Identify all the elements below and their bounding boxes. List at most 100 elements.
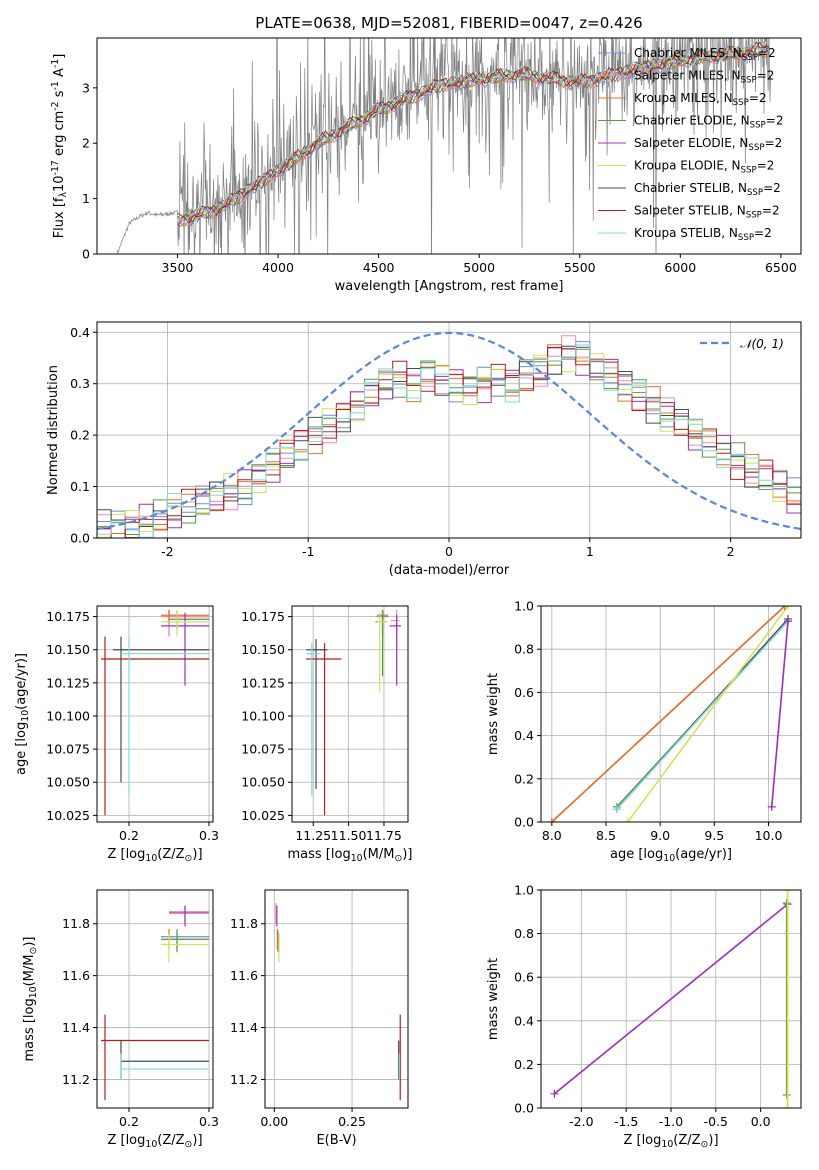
text-span: mass weight bbox=[486, 673, 501, 755]
text-span: Kroupa ELODIE, N bbox=[634, 159, 741, 173]
y-tick-label: 0 bbox=[82, 247, 90, 262]
y-tick-label: 0.8 bbox=[514, 642, 534, 657]
mass-weight-line bbox=[627, 606, 789, 822]
x-tick-label: 0.2 bbox=[119, 1114, 139, 1129]
axes-frame bbox=[96, 37, 802, 255]
x-tick-label: 0.2 bbox=[119, 828, 139, 843]
y-tick-label: 10.050 bbox=[241, 775, 285, 790]
text-span: 10 bbox=[20, 710, 31, 722]
y-tick-label: 0.8 bbox=[514, 926, 534, 941]
x-tick-label: -1 bbox=[302, 544, 314, 559]
y-tick-label: 10.150 bbox=[46, 642, 90, 657]
x-tick-label: 6000 bbox=[664, 260, 696, 275]
mass-weight-marker bbox=[550, 1089, 559, 1098]
y-tick-label: 0.3 bbox=[70, 376, 90, 391]
y-tick-label: 10.100 bbox=[46, 708, 90, 723]
x-tick-label: 4500 bbox=[363, 260, 395, 275]
text-span: (M/M bbox=[22, 955, 37, 987]
y-tick-label: 0.2 bbox=[70, 428, 90, 443]
text-span: Salpeter STELIB, N bbox=[634, 204, 746, 218]
text-span: 10 bbox=[145, 853, 157, 864]
text-span: 10 bbox=[145, 1139, 157, 1150]
text-span: Z [log bbox=[623, 1133, 661, 1148]
normal-distribution-curve bbox=[97, 331, 801, 531]
text-span: )] bbox=[192, 847, 202, 862]
y-tick-label: 0.0 bbox=[70, 531, 90, 546]
legend-label: 𝒩(0, 1) bbox=[740, 337, 784, 351]
text-span: (Z/Z bbox=[157, 1133, 184, 1148]
y-tick-label: 10.050 bbox=[46, 775, 90, 790]
text-span: Salpeter MILES, N bbox=[634, 69, 741, 83]
text-span: Kroupa MILES, N bbox=[634, 91, 733, 105]
x-tick-label: 11.25 bbox=[295, 828, 331, 843]
y-tick-label: 0.4 bbox=[514, 728, 534, 743]
x-tick-label: 0 bbox=[445, 544, 453, 559]
mass-weight-marker bbox=[767, 802, 776, 811]
axes-frame bbox=[264, 889, 409, 1109]
text-span: SSP bbox=[733, 98, 749, 108]
text-span: ⊙ bbox=[701, 1139, 709, 1150]
text-span: Z [log bbox=[107, 1133, 145, 1148]
x-tick-label: 8.5 bbox=[596, 828, 616, 843]
text-span: (Z/Z bbox=[157, 847, 184, 862]
text-span: )] bbox=[192, 1133, 202, 1148]
y-tick-label: 10.025 bbox=[46, 808, 90, 823]
y-tick-label: 11.2 bbox=[62, 1072, 90, 1087]
x-tick-label: 8.0 bbox=[542, 828, 562, 843]
text-span: s bbox=[52, 90, 67, 101]
mass-weight-marker bbox=[612, 805, 621, 814]
text-span: )] bbox=[22, 937, 37, 947]
text-span: =2 bbox=[754, 226, 772, 240]
x-tick-label: 0.00 bbox=[260, 1114, 288, 1129]
text-span: )] bbox=[402, 847, 412, 862]
text-span: -1 bbox=[50, 59, 61, 68]
text-span: E(B-V) bbox=[316, 1133, 356, 1148]
mass-weight-line bbox=[553, 903, 789, 1095]
mass-weight-line bbox=[770, 621, 789, 807]
x-tick-label: 5500 bbox=[564, 260, 596, 275]
text-span: 10 bbox=[52, 175, 67, 192]
mass-weight-line bbox=[551, 606, 786, 822]
x-tick-label: -2.0 bbox=[569, 1114, 593, 1129]
y-tick-label: 1.0 bbox=[514, 599, 534, 614]
model-spectrum-line bbox=[177, 46, 770, 227]
mass-weight-marker bbox=[623, 818, 632, 822]
x-tick-label: 6500 bbox=[765, 260, 797, 275]
x-axis-label: wavelength [Angstrom, rest frame] bbox=[335, 279, 564, 294]
axes-frame bbox=[96, 321, 802, 539]
text-span: Chabrier MILES, N bbox=[634, 46, 742, 60]
x-axis-label: E(B-V) bbox=[316, 1133, 356, 1148]
y-tick-label: 0.2 bbox=[514, 771, 534, 786]
y-tick-label: 10.025 bbox=[241, 808, 285, 823]
text-span: ⊙ bbox=[185, 853, 193, 864]
text-span: -1 bbox=[50, 81, 61, 90]
text-span: erg cm bbox=[52, 111, 67, 160]
text-span: age [log bbox=[610, 847, 663, 862]
text-span: SSP bbox=[746, 211, 762, 221]
y-tick-label: 1.0 bbox=[514, 883, 534, 898]
text-span: =2 bbox=[749, 91, 767, 105]
text-span: (M/M bbox=[363, 847, 395, 862]
text-span: -2 bbox=[50, 101, 61, 110]
legend-label: Chabrier ELODIE, NSSP=2 bbox=[634, 114, 783, 131]
legend-label: Kroupa STELIB, NSSP=2 bbox=[634, 226, 772, 243]
y-tick-label: 10.175 bbox=[46, 609, 90, 624]
legend-label: Kroupa MILES, NSSP=2 bbox=[634, 91, 767, 108]
y-tick-label: 3 bbox=[82, 80, 90, 95]
plot-area bbox=[550, 890, 792, 1108]
text-span: =2 bbox=[757, 69, 775, 83]
legend-label: Chabrier MILES, NSSP=2 bbox=[634, 46, 776, 63]
y-tick-label: 1 bbox=[82, 191, 90, 206]
legend-label: Salpeter STELIB, NSSP=2 bbox=[634, 204, 780, 221]
plot-area bbox=[101, 905, 209, 1101]
text-span: Salpeter ELODIE, N bbox=[634, 136, 748, 150]
y-tick-label: 10.075 bbox=[46, 742, 90, 757]
x-axis-label: mass [log10(M/M⊙)] bbox=[288, 847, 413, 864]
y-tick-label: 11.4 bbox=[62, 1020, 90, 1035]
y-tick-label: 2 bbox=[82, 136, 90, 151]
y-axis-label: mass weight bbox=[486, 673, 501, 755]
x-tick-label: 3500 bbox=[162, 260, 194, 275]
text-span: ⊙ bbox=[28, 947, 39, 955]
plot-area bbox=[116, 38, 771, 254]
text-span: ] bbox=[52, 54, 67, 59]
